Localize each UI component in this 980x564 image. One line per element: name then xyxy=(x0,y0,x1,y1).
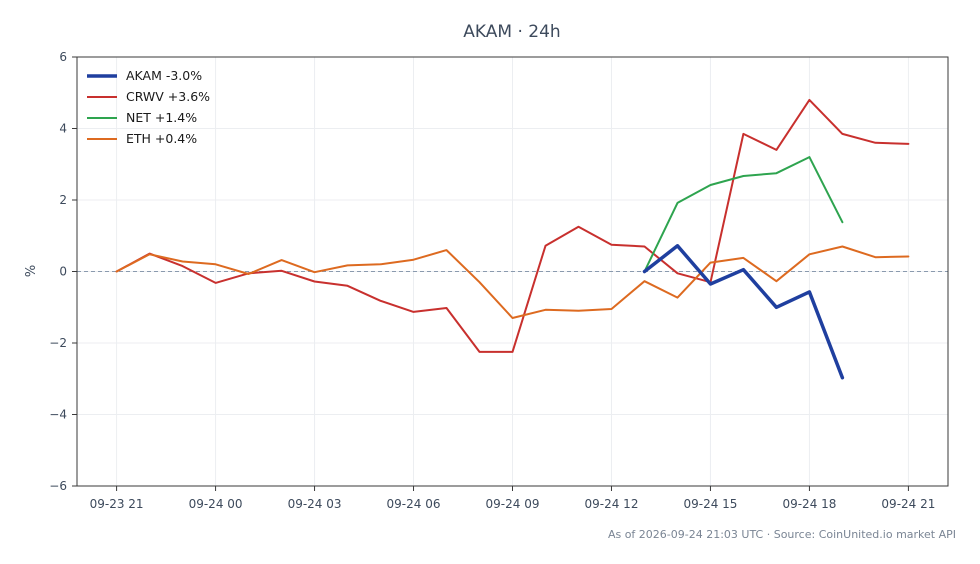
series-line-akam xyxy=(642,244,845,380)
y-axis: −6 −4 −2 0 2 4 6 xyxy=(49,50,77,493)
x-tick-label: 09-24 00 xyxy=(189,497,243,511)
y-tick-label: 4 xyxy=(59,122,67,136)
x-tick-label: 09-23 21 xyxy=(90,497,144,511)
y-tick-label: 0 xyxy=(59,265,67,279)
x-tick-label: 09-24 09 xyxy=(486,497,540,511)
x-tick-label: 09-24 12 xyxy=(585,497,639,511)
legend-label: CRWV +3.6% xyxy=(126,89,210,104)
y-tick-label: −4 xyxy=(49,408,67,422)
y-tick-label: 2 xyxy=(59,193,67,207)
x-tick-label: 09-24 03 xyxy=(288,497,342,511)
series-layer xyxy=(115,98,910,380)
y-tick-label: 6 xyxy=(59,50,67,64)
series-line-net xyxy=(643,156,844,273)
series-line-eth xyxy=(115,245,910,319)
legend-label: ETH +0.4% xyxy=(126,131,197,146)
x-tick-label: 09-24 15 xyxy=(683,497,737,511)
x-tick-label: 09-24 21 xyxy=(881,497,935,511)
legend: AKAM -3.0% CRWV +3.6% NET +1.4% ETH +0.4% xyxy=(87,68,210,146)
legend-label: AKAM -3.0% xyxy=(126,68,202,83)
y-tick-label: −6 xyxy=(49,479,67,493)
source-footer: As of 2026-09-24 21:03 UTC · Source: Coi… xyxy=(608,528,956,541)
x-tick-label: 09-24 06 xyxy=(387,497,441,511)
chart-title: AKAM · 24h xyxy=(463,22,560,42)
y-axis-label: % xyxy=(24,265,39,277)
legend-label: NET +1.4% xyxy=(126,110,197,125)
x-axis: 09-23 21 09-24 00 09-24 03 09-24 06 09-24 09… xyxy=(90,486,935,511)
y-tick-label: −2 xyxy=(49,336,67,350)
x-tick-label: 09-24 18 xyxy=(782,497,836,511)
